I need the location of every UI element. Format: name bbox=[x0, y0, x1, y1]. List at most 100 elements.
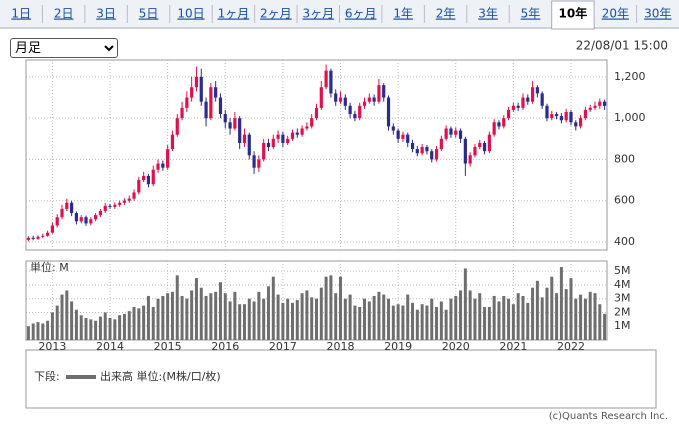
candle-body bbox=[396, 130, 400, 139]
tab[interactable]: 3ヶ月 bbox=[302, 7, 334, 21]
candle-body bbox=[506, 109, 511, 119]
volume-bar bbox=[377, 291, 381, 340]
volume-bar bbox=[550, 276, 554, 340]
candle-body bbox=[170, 134, 175, 150]
candle-body bbox=[127, 198, 131, 201]
tab[interactable]: 3日 bbox=[96, 7, 116, 21]
candle-body bbox=[473, 147, 477, 156]
candle-body bbox=[540, 93, 544, 106]
candle-body bbox=[564, 111, 568, 121]
candle-body bbox=[132, 192, 136, 199]
tab[interactable]: 1ヶ月 bbox=[218, 7, 250, 21]
candle-body bbox=[583, 109, 587, 119]
volume-bar bbox=[79, 315, 83, 340]
volume-bar bbox=[26, 326, 30, 340]
volume-bar bbox=[252, 301, 256, 340]
y-tick-label: 4M bbox=[614, 278, 631, 291]
volume-bar bbox=[185, 298, 189, 340]
x-tick-label: 2021 bbox=[499, 340, 527, 353]
tab[interactable]: 2年 bbox=[436, 7, 456, 21]
tab[interactable]: 10年 bbox=[559, 6, 588, 21]
candle-body bbox=[526, 97, 530, 102]
tab[interactable]: 6ヶ月 bbox=[345, 7, 377, 21]
candle-body bbox=[574, 122, 578, 127]
volume-bar bbox=[324, 276, 328, 340]
candle-body bbox=[377, 85, 381, 102]
y-tick-label: 1M bbox=[614, 319, 631, 332]
volume-bar bbox=[406, 294, 410, 340]
candle-body bbox=[482, 142, 487, 152]
tab[interactable]: 2日 bbox=[54, 7, 74, 21]
volume-bar bbox=[266, 286, 270, 340]
volume-bar bbox=[425, 305, 429, 340]
volume-bar bbox=[247, 298, 251, 340]
y-tick-label: 800 bbox=[614, 152, 635, 165]
candle-body bbox=[406, 134, 410, 143]
candle-body bbox=[420, 147, 424, 154]
candle-body bbox=[156, 163, 160, 170]
volume-bar bbox=[583, 298, 587, 340]
volume-bar bbox=[290, 302, 294, 340]
volume-bar bbox=[146, 295, 150, 340]
volume-bar bbox=[507, 298, 511, 340]
candle-body bbox=[242, 134, 247, 143]
volume-bar bbox=[545, 287, 549, 340]
volume-bar bbox=[473, 298, 477, 340]
candle-body bbox=[142, 175, 146, 181]
tab[interactable]: 1日 bbox=[11, 7, 31, 21]
candle-body bbox=[598, 101, 602, 106]
candle-body bbox=[31, 237, 35, 239]
candle-body bbox=[367, 97, 371, 102]
volume-bar bbox=[170, 291, 174, 340]
tab[interactable]: 5日 bbox=[139, 7, 159, 21]
tab[interactable]: 20年 bbox=[602, 7, 629, 21]
tab[interactable]: 10日 bbox=[177, 7, 204, 21]
candle-body bbox=[358, 105, 362, 119]
tab-active-bg bbox=[551, 0, 595, 30]
candle-body bbox=[194, 76, 199, 88]
period-select[interactable]: 月足 bbox=[10, 38, 118, 58]
volume-bar bbox=[463, 268, 467, 340]
candle-body bbox=[329, 70, 333, 94]
volume-bar bbox=[372, 295, 376, 340]
volume-bar bbox=[358, 306, 362, 340]
volume-bar bbox=[502, 295, 506, 340]
candle-body bbox=[146, 175, 151, 185]
candle-body bbox=[382, 85, 386, 98]
tab[interactable]: 5年 bbox=[521, 7, 541, 21]
candle-body bbox=[65, 202, 69, 209]
candle-body bbox=[478, 142, 482, 148]
x-tick-label: 2015 bbox=[154, 340, 182, 353]
volume-bar bbox=[339, 276, 343, 340]
candle-body bbox=[238, 118, 242, 143]
candle-body bbox=[180, 107, 184, 119]
candle-body bbox=[50, 225, 55, 233]
volume-bar bbox=[492, 295, 496, 340]
volume-bar bbox=[459, 290, 463, 340]
candle-body bbox=[569, 111, 573, 123]
volume-bar bbox=[190, 290, 194, 340]
volume-bar bbox=[70, 301, 74, 340]
tab[interactable]: 30年 bbox=[644, 7, 671, 21]
candle-body bbox=[343, 97, 347, 106]
candle-body bbox=[310, 118, 314, 127]
candle-body bbox=[79, 217, 83, 222]
legend-label: 出来高 単位:(M株/口/枚) bbox=[100, 369, 221, 383]
candle-body bbox=[46, 232, 50, 236]
candle-body bbox=[108, 205, 112, 207]
candle-body bbox=[286, 138, 290, 143]
tab[interactable]: 3年 bbox=[478, 7, 498, 21]
candle-body bbox=[295, 132, 299, 135]
tab[interactable]: 1年 bbox=[393, 7, 413, 21]
tab[interactable]: 2ヶ月 bbox=[260, 7, 292, 21]
candle-body bbox=[502, 118, 506, 127]
volume-bar bbox=[555, 293, 559, 340]
candle-body bbox=[103, 205, 107, 212]
candle-body bbox=[550, 114, 554, 119]
volume-bar bbox=[363, 298, 367, 340]
candle-body bbox=[223, 114, 227, 123]
volume-bar bbox=[449, 298, 453, 340]
volume-bar bbox=[50, 312, 54, 340]
